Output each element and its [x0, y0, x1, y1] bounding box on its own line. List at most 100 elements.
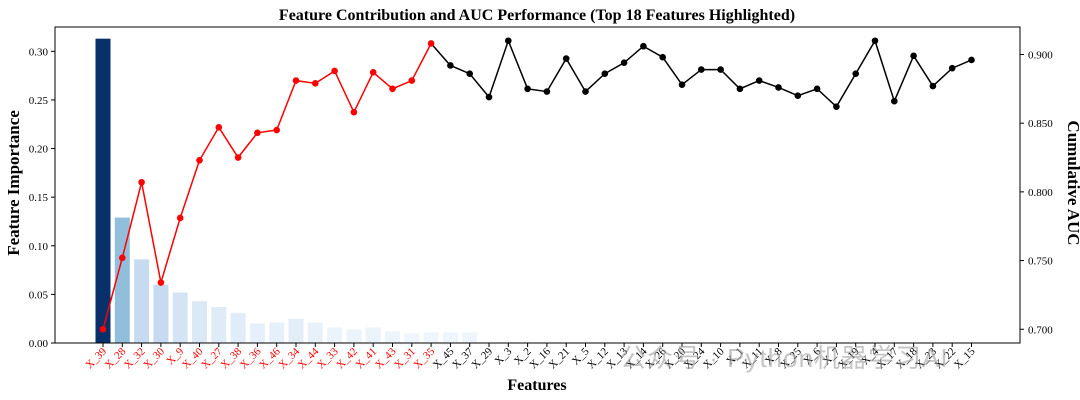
importance-bar [385, 331, 400, 343]
watermark: 公众号 · Python机器学习AI [620, 343, 949, 373]
x-tick-label: X_40 [180, 345, 206, 371]
auc-point [196, 156, 203, 164]
auc-point [485, 93, 493, 101]
auc-point [871, 37, 879, 45]
y-right-tick-label: 0.850 [1028, 118, 1053, 130]
auc-point [775, 84, 782, 91]
importance-bar [288, 318, 304, 343]
auc-point [813, 85, 821, 93]
y-axis-left-label: Feature Importance [4, 110, 23, 256]
auc-point [408, 77, 416, 84]
auc-point [331, 67, 338, 75]
x-tick-label: X_37 [450, 345, 476, 371]
auc-point [698, 66, 705, 73]
auc-point [119, 254, 126, 262]
x-tick-label: X_28 [103, 345, 129, 371]
x-tick-label: X_27 [199, 345, 225, 371]
auc-points [99, 37, 975, 333]
y-axis-right-label: Cumulative AUC [1064, 120, 1080, 245]
importance-bar [307, 322, 323, 343]
auc-point [929, 82, 937, 90]
importance-bar [114, 217, 130, 343]
importance-bar [462, 332, 478, 343]
importance-bar [442, 332, 458, 343]
auc-point [505, 37, 512, 45]
auc-point [312, 80, 319, 87]
x-axis-label: Features [507, 377, 566, 394]
auc-point [99, 325, 107, 333]
auc-point [427, 40, 435, 47]
x-tick-label: X_35 [411, 345, 437, 371]
x-tick-label: X_42 [334, 346, 360, 372]
importance-bar [269, 322, 285, 343]
importance-bar [346, 329, 362, 343]
x-tick-label: X_33 [315, 345, 341, 371]
auc-point [948, 64, 956, 72]
auc-point [466, 70, 474, 78]
importance-bar [327, 327, 343, 343]
axes [54, 26, 1021, 344]
auc-point [543, 88, 551, 95]
importance-bar [230, 312, 246, 343]
auc-point [176, 214, 184, 222]
auc-point [833, 103, 840, 110]
auc-point [292, 77, 300, 84]
x-tick-label: X_44 [296, 345, 322, 371]
y-right-tick-label: 0.700 [1028, 324, 1053, 336]
x-tick-label: X_36 [238, 345, 264, 371]
x-tick-label: X_38 [218, 345, 244, 371]
importance-bar [249, 323, 265, 343]
auc-point [562, 55, 570, 62]
auc-lines [102, 38, 972, 330]
auc-point [601, 70, 609, 78]
auc-point [852, 70, 859, 78]
y-left-tick-label: 0.25 [29, 95, 49, 107]
y-right-tick-labels: 0.700 0.750 0.800 0.850 0.900 [1020, 49, 1053, 336]
auc-point [794, 92, 802, 99]
y-left-tick-label: 0.10 [29, 241, 49, 253]
auc-point [447, 62, 454, 69]
auc-point [273, 126, 281, 134]
x-tick-label: X_12 [585, 346, 611, 372]
auc-point [736, 85, 744, 93]
x-tick-label: X_43 [373, 345, 399, 371]
y-left-tick-label: 0.00 [29, 338, 49, 350]
y-right-tick-label: 0.750 [1028, 256, 1053, 268]
y-left-tick-label: 0.05 [29, 289, 49, 301]
importance-bar [423, 332, 439, 343]
auc-line-rest [430, 38, 972, 108]
auc-point [157, 279, 165, 286]
x-tick-label: X_45 [431, 345, 457, 371]
importance-bar [95, 38, 111, 343]
auc-point [891, 97, 898, 105]
auc-point [640, 42, 647, 50]
plot-frame [54, 26, 1021, 344]
x-tick-label: X_21 [547, 346, 573, 372]
y-right-tick-label: 0.800 [1028, 187, 1053, 199]
auc-point [254, 129, 261, 137]
y-left-tick-label: 0.15 [29, 192, 49, 204]
importance-bar [134, 259, 150, 343]
y-left-tick-labels: 0.00 0.05 0.10 0.15 0.20 0.25 0.30 [29, 46, 55, 350]
importance-bars [95, 38, 478, 343]
importance-bar [404, 333, 420, 343]
chart-title: Feature Contribution and AUC Performance… [279, 7, 795, 24]
auc-point [755, 77, 763, 84]
auc-point [389, 85, 396, 93]
auc-point [350, 108, 358, 116]
auc-point [659, 53, 666, 61]
auc-point [138, 178, 145, 186]
x-tick-label: X_3 [493, 345, 515, 367]
auc-point [582, 88, 589, 95]
importance-bar [172, 292, 188, 343]
auc-point [524, 85, 531, 93]
importance-bar [192, 301, 207, 343]
auc-point [234, 154, 242, 161]
importance-bar [365, 327, 381, 343]
x-tick-label: X_34 [276, 345, 302, 371]
x-tick-label: X_29 [469, 345, 495, 371]
x-tick-label: X_32 [122, 346, 148, 372]
auc-point [968, 56, 975, 64]
